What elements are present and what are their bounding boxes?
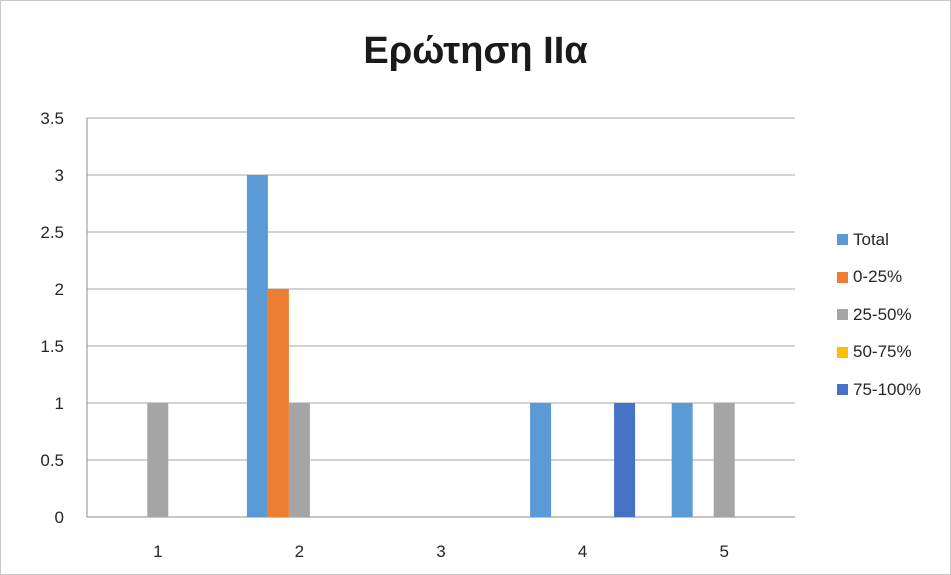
legend-item-total: Total (837, 230, 921, 249)
y-tick-label: 1.5 (40, 337, 64, 356)
y-tick-label: 0 (55, 508, 64, 527)
legend-label-50-75: 50-75% (853, 342, 912, 361)
y-tick-label: 1 (55, 394, 64, 413)
y-tick-label: 3.5 (40, 109, 64, 128)
chart-title: Ερώτηση ΙΙα (363, 30, 588, 72)
x-tick-label: 1 (153, 542, 162, 561)
y-tick-label: 3 (55, 166, 64, 185)
legend-item-50-75: 50-75% (837, 342, 921, 362)
legend-swatch-25-50 (837, 309, 848, 320)
y-tick-label: 0.5 (40, 451, 64, 470)
legend-item-25-50: 25-50% (837, 305, 921, 324)
y-tick-label: 2 (55, 280, 64, 299)
legend-swatch-75-100 (837, 384, 848, 395)
bar (530, 403, 552, 517)
legend-item-0-25: 0-25% (837, 267, 921, 287)
legend: Total 0-25% 25-50% 50-75% 75-100% (837, 230, 921, 418)
legend-swatch-0-25 (837, 271, 848, 283)
x-tick-label: 5 (719, 542, 728, 561)
legend-label-total: Total (853, 229, 889, 249)
x-tick-label: 4 (578, 542, 587, 561)
y-tick-label: 2.5 (40, 223, 64, 242)
bar (147, 403, 169, 517)
legend-item-75-100: 75-100% (837, 380, 921, 399)
legend-label-75-100: 75-100% (853, 379, 922, 399)
legend-label-0-25: 0-25% (853, 267, 903, 286)
bar (713, 403, 735, 517)
x-tick-label: 2 (295, 542, 304, 561)
bar (288, 403, 310, 517)
legend-swatch-total (837, 234, 848, 245)
bar (267, 289, 289, 517)
bar (614, 403, 636, 517)
x-tick-label: 3 (436, 542, 445, 561)
bar (246, 175, 268, 517)
legend-swatch-50-75 (837, 346, 848, 358)
legend-label-25-50: 25-50% (853, 304, 912, 324)
bar (671, 403, 693, 517)
